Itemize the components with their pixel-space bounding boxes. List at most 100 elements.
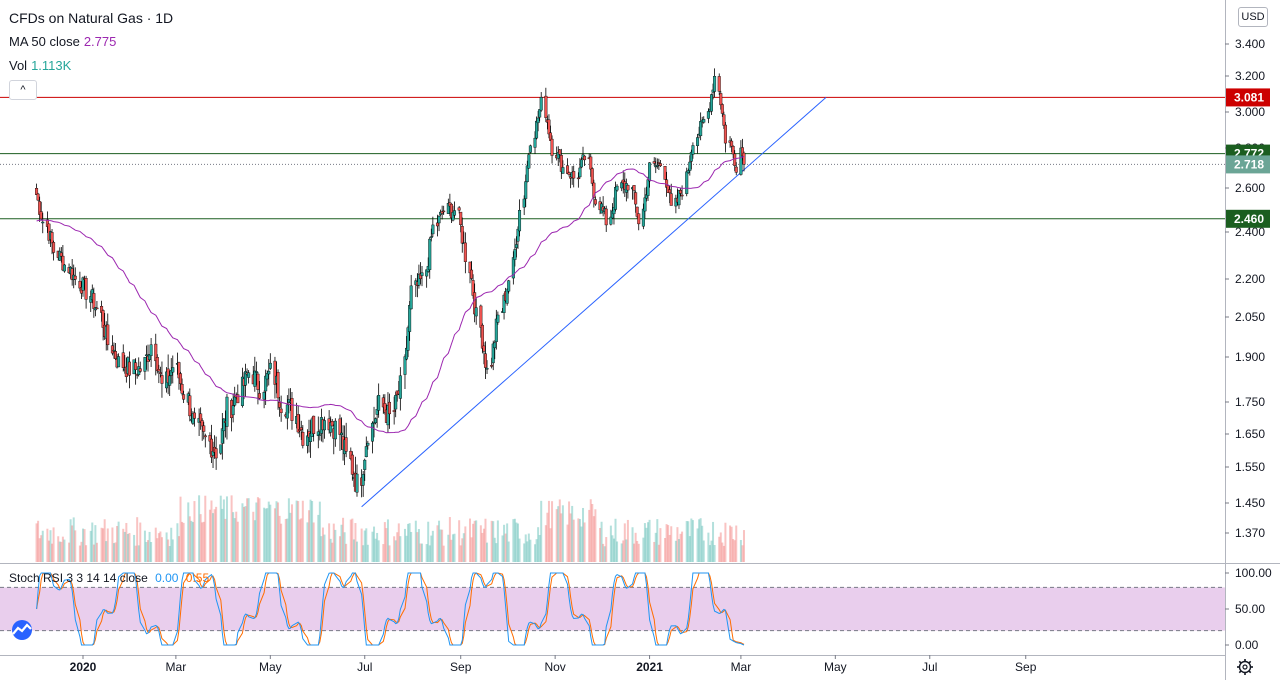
candle-body [254, 371, 258, 373]
stoch-y-tick-label: 0.00 [1235, 638, 1259, 652]
volume-bar [388, 545, 391, 562]
volume-bar [377, 540, 380, 562]
volume-bar [428, 545, 431, 562]
volume-bar [47, 540, 50, 562]
candle-body [219, 444, 223, 454]
volume-bar [91, 522, 94, 562]
volume-bar [256, 497, 259, 562]
candle-body [374, 418, 378, 423]
y-tick-label: 3.200 [1235, 69, 1265, 83]
candle-body [514, 244, 518, 248]
candle-body [134, 362, 138, 370]
volume-bar [114, 542, 117, 562]
volume-bar [373, 526, 376, 562]
candle-body [350, 454, 354, 475]
candle-body [482, 345, 486, 352]
volume-bar [182, 522, 185, 562]
volume-bar [102, 528, 105, 562]
candle-body [50, 232, 54, 244]
candle-body [706, 111, 710, 119]
volume-bar [636, 540, 639, 562]
candle-body [112, 349, 116, 352]
candle-body [511, 257, 515, 279]
volume-bar [317, 514, 320, 562]
volume-bar [190, 520, 193, 562]
volume-bar [719, 532, 722, 562]
tradingview-logo-icon[interactable] [7, 619, 37, 641]
volume-bar [656, 519, 659, 562]
currency-badge[interactable]: USD [1238, 7, 1268, 27]
volume-bar [410, 531, 413, 562]
candle-body [222, 418, 226, 432]
volume-bar [280, 523, 283, 562]
x-tick-label: May [824, 660, 847, 674]
volume-bar [80, 541, 83, 562]
candle-body [524, 181, 528, 199]
volume-bar [561, 505, 564, 562]
volume-bar [136, 517, 139, 562]
volume-bar [343, 532, 346, 562]
y-tick-label: 2.600 [1235, 181, 1265, 195]
volume-bar [439, 529, 442, 562]
y-tick-label: 2.400 [1235, 225, 1265, 239]
volume-bar [269, 504, 272, 562]
volume-bar [526, 541, 529, 562]
volume-bar [374, 538, 377, 562]
volume-bar [657, 544, 660, 562]
volume-bar [134, 545, 137, 562]
x-tick-label: Jul [357, 660, 372, 674]
volume-bar [210, 500, 213, 562]
volume-bar [365, 528, 368, 562]
candle-body [717, 76, 721, 92]
volume-bar [623, 523, 626, 562]
volume-bar [235, 511, 238, 562]
candle-body [171, 367, 175, 373]
volume-bar [309, 499, 312, 562]
volume-bar [482, 528, 485, 562]
volume-bar [416, 532, 419, 562]
x-tick-label: Mar [166, 660, 187, 674]
candle-body [457, 207, 461, 211]
volume-bar [417, 529, 420, 562]
volume-bar [394, 540, 397, 562]
candle-body [177, 362, 181, 379]
candle-body [62, 264, 66, 272]
volume-bar [515, 522, 518, 562]
volume-bar [592, 516, 595, 562]
candle-body [470, 269, 474, 279]
candle-body [496, 314, 500, 323]
candle-body [257, 393, 261, 399]
candle-body [742, 152, 746, 165]
candle-body [200, 420, 204, 427]
volume-bar [730, 526, 733, 562]
candle-body [92, 293, 96, 309]
candle-body [688, 161, 692, 171]
volume-bar [60, 541, 63, 562]
volume-bar [289, 512, 292, 562]
volume-bar [668, 534, 671, 562]
volume-bar [524, 534, 527, 562]
volume-bar [40, 535, 43, 562]
volume-bar [78, 545, 81, 562]
candle-body [634, 192, 638, 205]
candle-body [507, 280, 511, 292]
volume-bar [739, 539, 742, 562]
volume-bar [366, 544, 369, 562]
stoch-d-value: 0.55 [185, 571, 210, 585]
gear-icon[interactable] [1236, 658, 1254, 676]
candle-body [719, 93, 723, 106]
candle-body [528, 145, 532, 153]
price-level-label: 2.460 [1234, 212, 1264, 226]
volume-bar [659, 528, 662, 562]
volume-bar [253, 520, 256, 562]
volume-bar [58, 541, 61, 562]
volume-bar [451, 534, 454, 562]
collapse-legend-button[interactable]: ^ [9, 80, 37, 100]
volume-bar [157, 533, 160, 562]
candle-body [615, 185, 619, 191]
volume-bar [472, 523, 475, 562]
volume-bar [89, 530, 92, 562]
volume-bar [647, 522, 650, 562]
volume-bar [407, 523, 410, 562]
